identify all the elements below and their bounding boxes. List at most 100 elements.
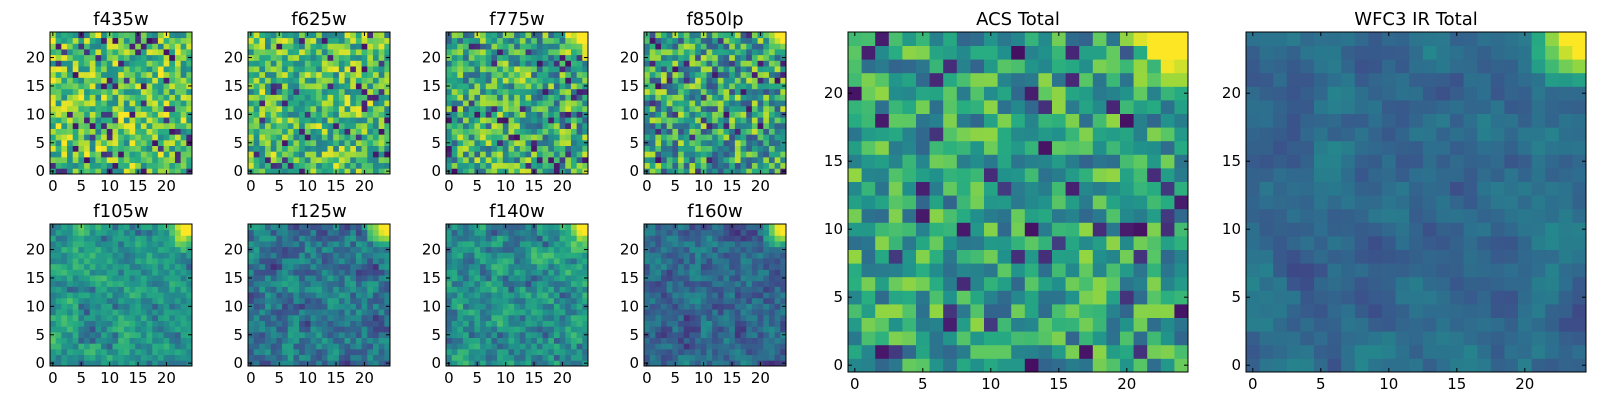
heatmap-cell xyxy=(157,151,164,158)
heatmap-cell xyxy=(565,134,572,141)
heatmap-cell xyxy=(282,348,289,356)
heatmap-cell xyxy=(135,309,142,316)
heatmap-cell xyxy=(570,128,578,135)
heatmap-cell xyxy=(536,309,543,316)
heatmap-cell xyxy=(50,122,57,129)
heatmap-cell xyxy=(497,297,504,304)
heatmap-cell xyxy=(712,162,719,169)
heatmap-cell xyxy=(502,275,509,282)
heatmap-cell xyxy=(338,246,345,253)
heatmap-cell xyxy=(276,348,283,356)
heatmap-cell xyxy=(559,331,566,338)
heatmap-cell xyxy=(548,252,555,259)
heatmap-cell xyxy=(321,60,328,67)
heatmap-cell xyxy=(712,348,719,356)
heatmap-cell xyxy=(485,54,492,61)
heatmap-cell xyxy=(55,54,62,61)
heatmap-cell xyxy=(514,156,521,164)
heatmap-cell xyxy=(248,235,255,242)
heatmap-cell xyxy=(446,105,453,112)
heatmap-cell xyxy=(559,275,566,282)
heatmap-cell xyxy=(304,128,311,135)
heatmap-cell xyxy=(123,139,130,146)
heatmap-cell xyxy=(689,66,696,73)
heatmap-cell xyxy=(270,151,277,158)
y-tick-label: 15 xyxy=(422,77,441,95)
heatmap-cell xyxy=(78,37,85,44)
heatmap-cell xyxy=(485,303,492,310)
heatmap-cell xyxy=(84,348,91,356)
heatmap-cell xyxy=(384,348,391,356)
heatmap-cell xyxy=(55,156,62,164)
heatmap-cell xyxy=(468,269,475,276)
heatmap-cell xyxy=(259,54,266,61)
heatmap-cell xyxy=(542,252,549,259)
x-tick-label: 0 xyxy=(48,177,58,195)
heatmap-cell xyxy=(157,337,164,344)
heatmap-cell xyxy=(140,229,147,236)
heatmap-cell xyxy=(270,326,277,333)
heatmap-cell xyxy=(372,145,380,152)
heatmap-cell xyxy=(140,77,147,84)
heatmap-cell xyxy=(712,292,719,299)
heatmap-cell xyxy=(135,297,142,304)
heatmap-cell xyxy=(152,37,159,44)
heatmap-cell xyxy=(180,77,187,84)
panel-title: f775w xyxy=(489,9,544,30)
heatmap-cell xyxy=(287,275,294,282)
heatmap-cell xyxy=(95,235,102,242)
heatmap-cell xyxy=(491,60,498,67)
heatmap-cell xyxy=(270,43,277,50)
heatmap-cell xyxy=(367,77,374,84)
heatmap-cell xyxy=(123,145,130,152)
heatmap-cell xyxy=(525,139,532,146)
heatmap-cell xyxy=(706,66,713,73)
heatmap-cell xyxy=(169,331,176,338)
heatmap-cell xyxy=(350,122,357,129)
heatmap-cell xyxy=(276,54,283,61)
heatmap-cell xyxy=(508,162,515,169)
heatmap-cell xyxy=(118,32,125,39)
heatmap-cell xyxy=(491,156,498,164)
heatmap-cell xyxy=(553,229,560,236)
heatmap-cell xyxy=(514,246,521,253)
heatmap-cell xyxy=(463,348,470,356)
heatmap-cell xyxy=(310,224,317,231)
heatmap-cell xyxy=(780,314,787,321)
heatmap-cell xyxy=(186,117,193,124)
heatmap-cell xyxy=(248,280,255,287)
heatmap-cell xyxy=(451,280,458,287)
heatmap-cell xyxy=(548,348,555,356)
heatmap-cell xyxy=(355,269,362,276)
heatmap-cell xyxy=(118,303,125,310)
heatmap-cell xyxy=(293,49,300,56)
heatmap-cell xyxy=(146,117,153,124)
heatmap-cell xyxy=(327,54,334,61)
heatmap-cell xyxy=(333,326,340,333)
heatmap-cell xyxy=(355,37,362,44)
heatmap-cell xyxy=(276,309,283,316)
heatmap-cell xyxy=(304,151,311,158)
heatmap-cell xyxy=(542,280,549,287)
heatmap-cell xyxy=(723,117,730,124)
heatmap-cell xyxy=(152,263,159,270)
heatmap-cell xyxy=(497,66,504,73)
heatmap-cell xyxy=(304,100,311,107)
heatmap-cell xyxy=(50,151,57,158)
heatmap-cell xyxy=(287,252,294,259)
heatmap-cell xyxy=(751,94,758,101)
heatmap-cell xyxy=(106,229,113,236)
heatmap-cell xyxy=(106,111,113,118)
heatmap-cell xyxy=(310,145,317,152)
heatmap-cell xyxy=(118,269,125,276)
heatmap-cell xyxy=(101,37,108,44)
heatmap-cell xyxy=(734,168,741,175)
heatmap-cell xyxy=(525,145,532,152)
heatmap-cell xyxy=(751,105,758,112)
heatmap-cell xyxy=(780,343,787,350)
heatmap-cell xyxy=(497,71,504,78)
heatmap-cell xyxy=(95,43,102,50)
heatmap-cell xyxy=(355,100,362,107)
heatmap-cell xyxy=(276,94,283,101)
heatmap-cell xyxy=(123,49,130,56)
